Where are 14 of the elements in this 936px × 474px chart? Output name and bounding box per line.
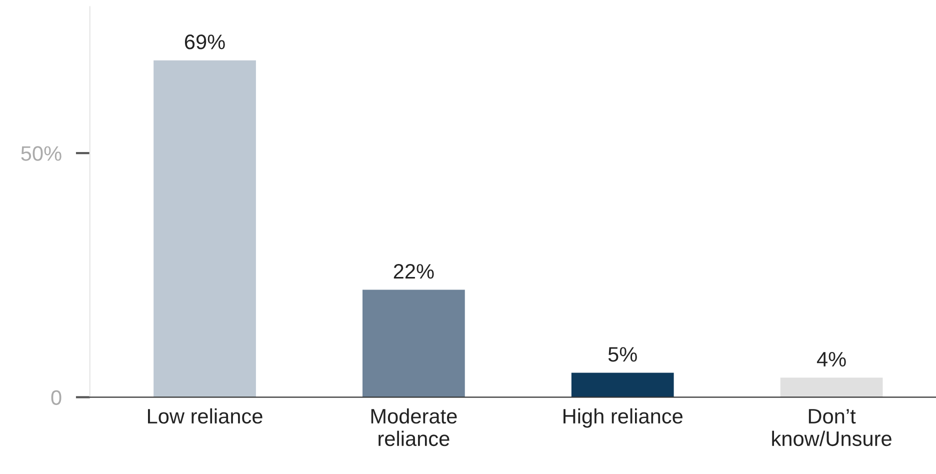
y-tick-label: 50% <box>21 146 62 161</box>
data-label: 4% <box>816 352 846 367</box>
bar <box>362 290 465 398</box>
data-label: 22% <box>394 264 434 279</box>
x-tick-label: High reliance <box>564 408 682 428</box>
x-tick-label: Low reliance <box>148 408 262 424</box>
data-label: 69% <box>184 34 225 50</box>
x-tick-label: Moderate reliance <box>371 408 457 446</box>
bar <box>571 372 674 398</box>
data-label: 5% <box>608 347 637 362</box>
bar <box>154 60 256 398</box>
x-tick-label: Don’t know/Unsure <box>772 409 892 446</box>
bar <box>780 378 883 398</box>
y-tick-label: 0 <box>51 390 62 405</box>
